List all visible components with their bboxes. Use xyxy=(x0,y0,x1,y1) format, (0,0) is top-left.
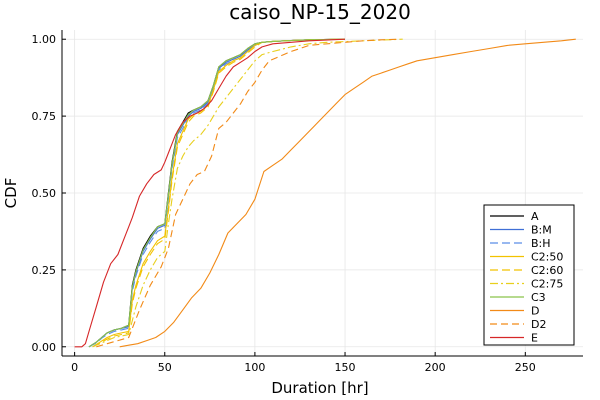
x-tick-label: 100 xyxy=(244,361,265,374)
series-line-c2-60 xyxy=(92,38,346,348)
x-axis-label: Duration [hr] xyxy=(271,379,368,397)
legend-box xyxy=(483,204,575,346)
legend-label-d2: D2 xyxy=(531,318,546,331)
x-tick-label: 150 xyxy=(335,361,356,374)
legend-label-c2-50: C2:50 xyxy=(531,251,563,264)
y-tick-label: 0.75 xyxy=(32,110,57,123)
series-line-d xyxy=(119,38,576,348)
series-line-b-h xyxy=(88,38,346,348)
y-tick-label: 0.50 xyxy=(32,187,57,200)
x-tick-label: 250 xyxy=(515,361,536,374)
x-tick-label: 200 xyxy=(425,361,446,374)
y-tick-label: 0.00 xyxy=(32,341,57,354)
legend-label-c2-75: C2:75 xyxy=(531,278,563,291)
x-tick-label: 0 xyxy=(71,361,78,374)
legend-label-e: E xyxy=(531,332,538,345)
series-line-c2-50 xyxy=(92,38,346,348)
x-tick-label: 50 xyxy=(158,361,172,374)
series-line-d2 xyxy=(96,38,400,348)
series-line-e xyxy=(74,38,346,348)
y-tick-label: 0.25 xyxy=(32,264,57,277)
legend-label-a: A xyxy=(531,210,539,223)
y-tick-label: 1.00 xyxy=(32,33,57,46)
grid xyxy=(62,30,583,356)
series-line-c2-75 xyxy=(92,38,403,348)
legend-label-b-m: B:M xyxy=(531,224,552,237)
axes: 0 50 100 150 200 250 0.00 0.25 0.50 0.75 1.00 xyxy=(32,30,583,374)
series-group xyxy=(74,38,576,348)
chart-title: caiso_NP-15_2020 xyxy=(229,0,411,24)
legend-label-d: D xyxy=(531,305,539,318)
legend-label-b-h: B:H xyxy=(531,237,551,250)
legend-label-c3: C3 xyxy=(531,291,546,304)
y-axis-label: CDF xyxy=(2,178,20,209)
series-line-c3 xyxy=(88,38,346,348)
legend-label-c2-60: C2:60 xyxy=(531,264,563,277)
